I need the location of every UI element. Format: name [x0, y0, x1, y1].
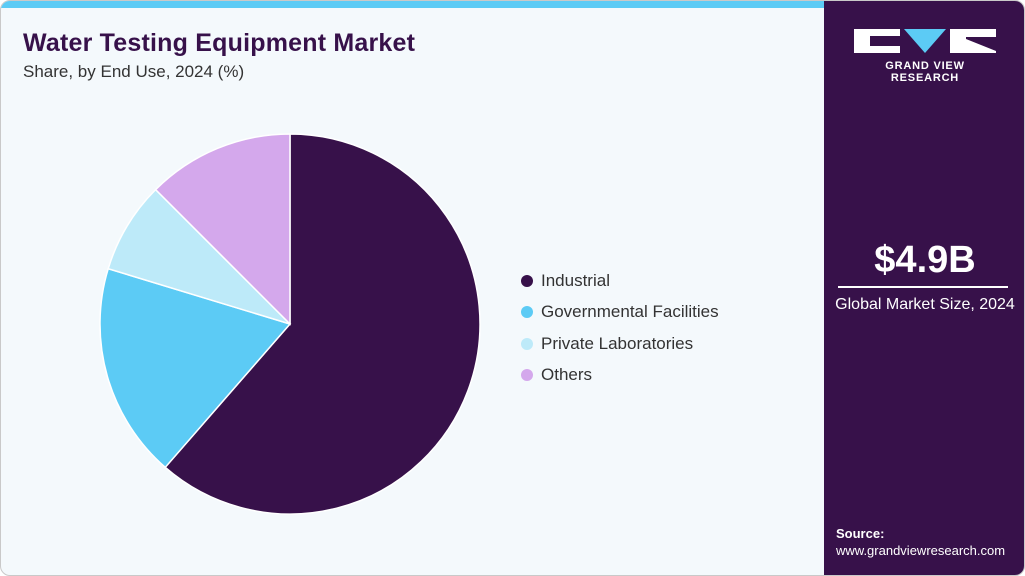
chart-title: Water Testing Equipment Market	[23, 29, 416, 57]
legend-label: Private Laboratories	[541, 333, 694, 353]
legend-item: Others	[521, 360, 719, 392]
chart-legend: Industrial Governmental Facilities Private…	[521, 265, 719, 391]
source-link[interactable]: www.grandviewresearch.com	[836, 543, 1006, 558]
legend-item: Industrial	[521, 265, 719, 297]
market-size-value: $4.9B	[874, 239, 976, 281]
chart-subtitle: Share, by End Use, 2024 (%)	[23, 62, 245, 81]
market-size-label: Global Market Size, 2024	[835, 296, 1015, 313]
legend-label: Industrial	[541, 270, 610, 290]
pie-slice-governmental-facilities	[99, 267, 292, 469]
pie-slice-others	[154, 133, 291, 326]
brand-logo: GRAND VIEW RESEARCH	[854, 29, 996, 84]
info-panel: GRAND VIEW RESEARCH $4.9B Global Market …	[824, 1, 1024, 575]
pie-slice-industrial	[164, 133, 481, 515]
legend-swatch-icon	[521, 369, 533, 382]
brand-name: GRAND VIEW RESEARCH	[885, 60, 965, 84]
pie-chart	[99, 133, 481, 515]
legend-swatch-icon	[521, 306, 533, 319]
pie-slice-private-laboratories	[107, 188, 291, 325]
legend-swatch-icon	[521, 274, 533, 287]
accent-bar	[1, 1, 824, 8]
divider	[838, 286, 1008, 288]
legend-item: Private Laboratories	[521, 328, 719, 360]
legend-item: Governmental Facilities	[521, 297, 719, 329]
gvr-logo-icon	[854, 29, 996, 53]
legend-swatch-icon	[521, 337, 533, 350]
legend-label: Governmental Facilities	[541, 302, 719, 322]
legend-label: Others	[541, 365, 593, 385]
source-label: Source:	[836, 526, 885, 541]
